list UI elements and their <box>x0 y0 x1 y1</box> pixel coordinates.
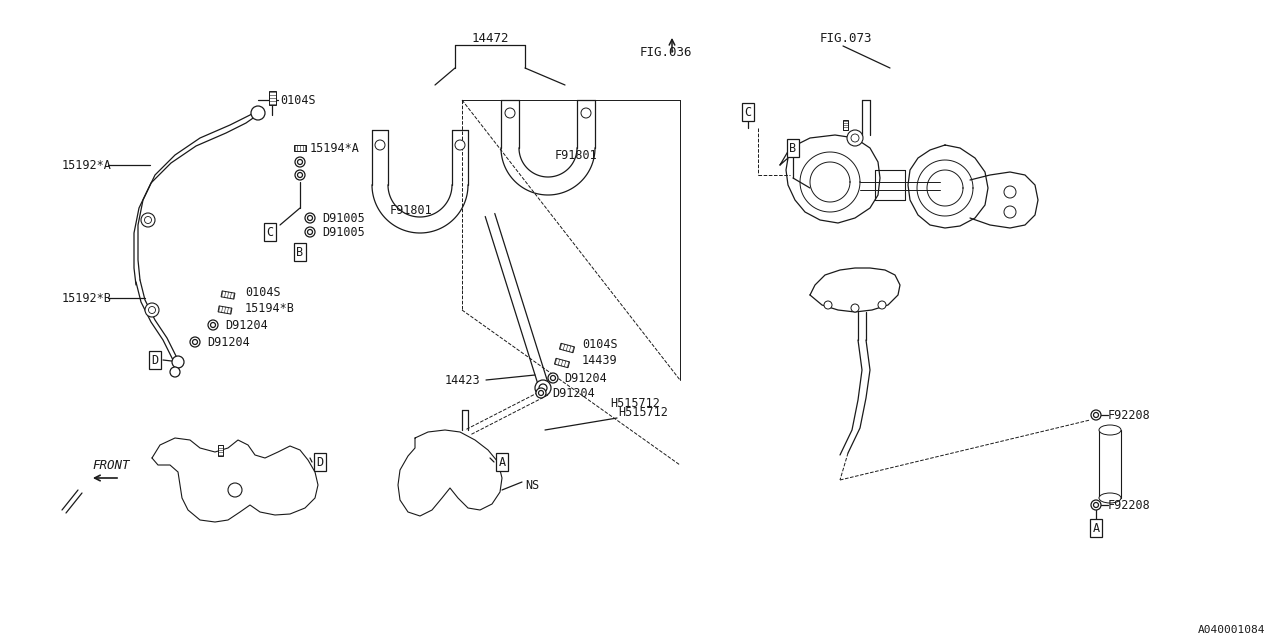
Text: D91005: D91005 <box>323 225 365 239</box>
Circle shape <box>1091 500 1101 510</box>
Ellipse shape <box>1100 425 1121 435</box>
Text: H515712: H515712 <box>611 397 660 410</box>
Circle shape <box>847 130 863 146</box>
Circle shape <box>141 213 155 227</box>
Text: 0104S: 0104S <box>244 285 280 298</box>
Circle shape <box>192 339 197 344</box>
Circle shape <box>297 159 302 164</box>
Circle shape <box>506 108 515 118</box>
Text: NS: NS <box>525 479 539 492</box>
Polygon shape <box>554 358 570 368</box>
Circle shape <box>294 170 305 180</box>
Text: 0104S: 0104S <box>280 93 316 106</box>
Text: 14423: 14423 <box>445 374 480 387</box>
Circle shape <box>189 337 200 347</box>
Polygon shape <box>218 306 232 314</box>
Text: 15194*A: 15194*A <box>310 141 360 154</box>
Circle shape <box>305 213 315 223</box>
Circle shape <box>307 230 312 234</box>
Circle shape <box>536 388 547 398</box>
Text: FIG.036: FIG.036 <box>640 45 692 58</box>
Text: D91005: D91005 <box>323 211 365 225</box>
Text: D91204: D91204 <box>207 335 250 349</box>
Circle shape <box>172 356 184 368</box>
Circle shape <box>1093 413 1098 417</box>
Text: 14472: 14472 <box>471 31 508 45</box>
Circle shape <box>210 323 215 328</box>
Ellipse shape <box>1100 493 1121 503</box>
Circle shape <box>228 483 242 497</box>
Circle shape <box>305 227 315 237</box>
Circle shape <box>251 106 265 120</box>
Text: A: A <box>498 456 506 468</box>
Text: H515712: H515712 <box>618 406 668 419</box>
Circle shape <box>1004 206 1016 218</box>
Circle shape <box>1093 502 1098 508</box>
Circle shape <box>170 367 180 377</box>
Polygon shape <box>842 120 847 130</box>
Text: D91204: D91204 <box>564 371 607 385</box>
Polygon shape <box>269 91 275 105</box>
Text: 14439: 14439 <box>582 353 618 367</box>
Polygon shape <box>559 343 575 353</box>
Circle shape <box>539 390 544 396</box>
Text: F92208: F92208 <box>1108 408 1151 422</box>
Text: C: C <box>745 106 751 118</box>
Circle shape <box>539 384 547 392</box>
Circle shape <box>550 376 556 381</box>
Text: F92208: F92208 <box>1108 499 1151 511</box>
Circle shape <box>297 173 302 177</box>
Text: B: B <box>297 246 303 259</box>
Circle shape <box>878 301 886 309</box>
Polygon shape <box>221 291 236 299</box>
Circle shape <box>145 216 151 223</box>
Text: 15194*B: 15194*B <box>244 301 294 314</box>
Text: D: D <box>151 353 159 367</box>
Text: B: B <box>790 141 796 154</box>
Circle shape <box>851 304 859 312</box>
Circle shape <box>294 157 305 167</box>
Circle shape <box>581 108 591 118</box>
Text: C: C <box>266 225 274 239</box>
Circle shape <box>207 320 218 330</box>
Circle shape <box>454 140 465 150</box>
Bar <box>1100 430 1121 498</box>
Circle shape <box>1004 186 1016 198</box>
Circle shape <box>148 307 155 314</box>
Circle shape <box>824 301 832 309</box>
Circle shape <box>535 380 550 396</box>
Circle shape <box>145 303 159 317</box>
Polygon shape <box>218 445 223 456</box>
Text: FIG.073: FIG.073 <box>820 31 873 45</box>
Circle shape <box>548 373 558 383</box>
Text: 0104S: 0104S <box>582 337 618 351</box>
Text: 15192*B: 15192*B <box>61 291 111 305</box>
Circle shape <box>307 216 312 221</box>
Text: F91801: F91801 <box>556 148 598 161</box>
Text: A040001084: A040001084 <box>1198 625 1265 635</box>
Circle shape <box>1091 410 1101 420</box>
Polygon shape <box>294 145 306 151</box>
Text: F91801: F91801 <box>390 204 433 216</box>
Text: A: A <box>1092 522 1100 534</box>
Circle shape <box>375 140 385 150</box>
Text: D91204: D91204 <box>552 387 595 399</box>
Circle shape <box>851 134 859 142</box>
Text: D: D <box>316 456 324 468</box>
Text: 15192*A: 15192*A <box>61 159 111 172</box>
Text: FRONT: FRONT <box>92 458 129 472</box>
Text: D91204: D91204 <box>225 319 268 332</box>
